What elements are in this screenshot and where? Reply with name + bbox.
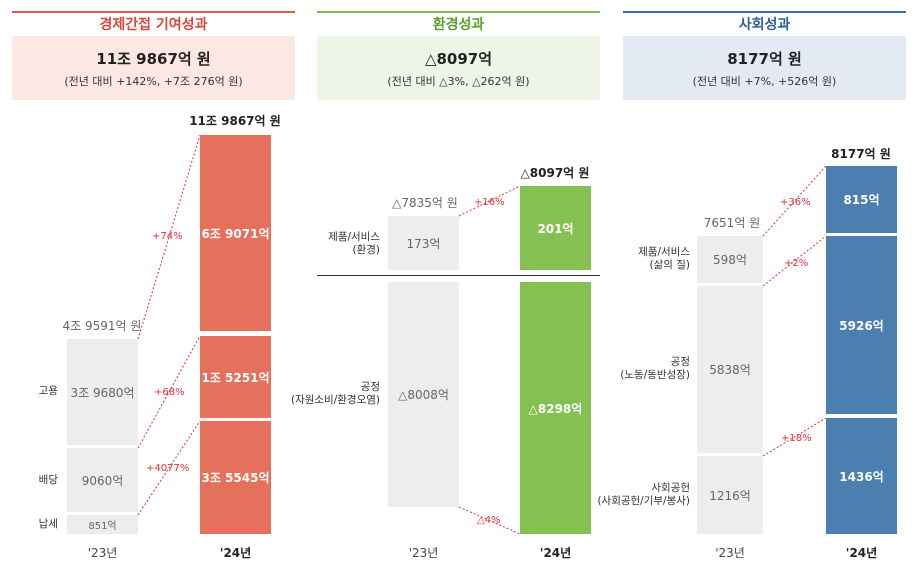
- soc-summary-main: 8177억 원: [727, 50, 802, 68]
- soc-category-product-line2: (삶의 질): [649, 259, 690, 271]
- econ-title-line: [12, 11, 295, 13]
- soc-panel-title: 사회성과: [738, 17, 791, 33]
- econ-total-prev: 4조 9591억 원: [62, 319, 142, 333]
- env-connector-product: [458, 185, 521, 217]
- env-year-cur: '24년: [539, 546, 572, 560]
- econ-year-prev: '23년: [87, 546, 118, 560]
- soc-summary-box: 8177억 원 (전년 대비 +7%, +526억 원): [623, 36, 906, 100]
- soc-cur-bar-contribution: 1436억: [826, 418, 897, 534]
- econ-prev-bar-dividend: 9060억: [67, 448, 138, 512]
- econ-cur-bar-dividend: 1조 5251억: [200, 336, 271, 418]
- econ-connector-tax: [137, 420, 201, 516]
- econ-change-dividend: +68%: [154, 387, 185, 398]
- env-year-prev: '23년: [408, 546, 439, 560]
- econ-total-cur: 11조 9867억 원: [189, 114, 281, 128]
- econ-year-cur: '24년: [219, 546, 252, 560]
- soc-category-product: 제품/서비스 (삶의 질): [620, 246, 690, 272]
- env-summary-box: △8097억 (전년 대비 △3%, △262억 원): [317, 36, 600, 100]
- env-category-process-line2: (자원소비/환경오염): [290, 394, 380, 406]
- soc-category-contribution-line2: (사회공헌/기부/봉사): [597, 495, 690, 507]
- env-category-process: 공정 (자원소비/환경오염): [282, 381, 380, 407]
- env-category-process-line1: 공정: [360, 381, 380, 393]
- env-cur-bar-product: 201억: [520, 186, 591, 270]
- soc-title-line: [623, 11, 906, 13]
- soc-category-process-line1: 공정: [670, 356, 690, 368]
- env-summary-sub: (전년 대비 △3%, △262억 원): [387, 75, 530, 88]
- soc-total-cur: 8177억 원: [831, 147, 891, 161]
- soc-cur-bar-product: 815억: [826, 166, 897, 233]
- soc-connector-contribution: [762, 417, 827, 457]
- econ-prev-bar-employment: 3조 9680억: [67, 339, 138, 445]
- soc-year-prev: '23년: [715, 546, 745, 560]
- soc-summary-sub: (전년 대비 +7%, +526억 원): [692, 75, 837, 88]
- soc-connector-product: [762, 165, 827, 237]
- econ-change-employment: +74%: [152, 231, 183, 242]
- soc-category-process: 공정 (노동/동반성장): [610, 356, 690, 382]
- soc-change-product: +36%: [780, 197, 811, 208]
- econ-connector-employment: [137, 134, 201, 340]
- env-panel-title: 환경성과: [432, 17, 485, 33]
- soc-prev-bar-contribution: 1216억: [697, 456, 763, 534]
- soc-change-contribution: +18%: [781, 433, 812, 444]
- soc-year-cur: '24년: [845, 546, 878, 560]
- env-category-product-line1: 제품/서비스: [328, 231, 380, 243]
- econ-category-dividend: 배당: [38, 474, 58, 486]
- econ-connector-dividend: [137, 335, 201, 449]
- econ-cur-bar-employment: 6조 9071억: [200, 135, 271, 331]
- env-summary-main: △8097억: [424, 50, 493, 68]
- econ-change-tax: +4077%: [146, 463, 190, 474]
- env-prev-bar-process: △8008억: [388, 282, 459, 507]
- econ-category-employment: 고용: [38, 385, 58, 397]
- env-prev-bar-product: 173억: [388, 216, 459, 270]
- env-title-line: [317, 11, 600, 13]
- econ-summary-box: 11조 9867억 원 (전년 대비 +142%, +7조 276억 원): [12, 36, 295, 100]
- env-connector-process: [458, 506, 521, 535]
- env-category-product-line2: (환경): [352, 244, 380, 256]
- econ-summary-main: 11조 9867억 원: [96, 50, 211, 68]
- soc-category-product-line1: 제품/서비스: [638, 246, 690, 258]
- econ-summary-sub: (전년 대비 +142%, +7조 276억 원): [64, 75, 243, 88]
- soc-category-contribution: 사회공헌 (사회공헌/기부/봉사): [596, 482, 690, 508]
- soc-connector-process: [762, 235, 827, 287]
- soc-prev-bar-product: 598억: [697, 236, 763, 283]
- econ-panel-title: 경제간접 기여성과: [99, 17, 208, 33]
- soc-prev-bar-process: 5838억: [697, 286, 763, 453]
- env-zero-line: [317, 275, 600, 276]
- env-change-product: +16%: [474, 197, 505, 208]
- econ-cur-bar-tax: 3조 5545억: [200, 421, 271, 534]
- soc-change-process: +2%: [784, 258, 809, 269]
- soc-category-process-line2: (노동/동반성장): [620, 369, 690, 381]
- env-total-cur: △8097억 원: [520, 166, 590, 180]
- env-cur-bar-process: △8298억: [520, 282, 591, 534]
- soc-cur-bar-process: 5926억: [826, 236, 897, 414]
- env-total-prev: △7835억 원: [392, 196, 458, 210]
- soc-total-prev: 7651억 원: [703, 216, 761, 230]
- env-category-product: 제품/서비스 (환경): [318, 231, 380, 257]
- econ-category-tax: 납세: [38, 518, 58, 530]
- soc-category-contribution-line1: 사회공헌: [651, 482, 690, 494]
- econ-prev-bar-tax: 851억: [67, 515, 138, 534]
